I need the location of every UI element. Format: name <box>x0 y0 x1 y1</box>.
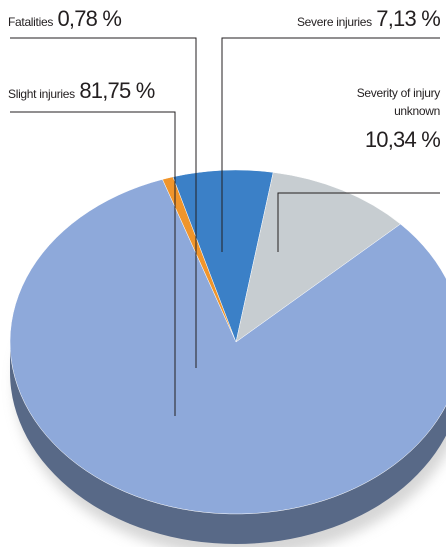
category-name: Severe injuries <box>296 15 372 29</box>
leader-line <box>10 111 176 416</box>
leader-line <box>10 37 197 368</box>
value-label: 0,78 % <box>57 6 122 31</box>
slice <box>235 172 401 343</box>
category-name: Severity of injury unknown <box>356 86 441 119</box>
slice-label: Severe injuries 7,13 % <box>296 6 441 31</box>
slice-label: Slight injuries 81,75 % <box>8 78 155 103</box>
leader-line <box>221 37 440 252</box>
slice-side <box>10 342 446 544</box>
category-name: Fatalities <box>8 15 54 29</box>
slice <box>9 179 446 515</box>
value-label: 10,34 % <box>364 126 441 152</box>
slice-label: Severity of injury unknown 10,34 % <box>320 84 441 152</box>
leader-line <box>277 192 440 252</box>
category-name: Slight injuries <box>8 87 75 101</box>
value-label: 7,13 % <box>376 6 440 31</box>
slice-label: Fatalities 0,78 % <box>8 6 122 31</box>
value-label: 81,75 % <box>79 78 155 103</box>
